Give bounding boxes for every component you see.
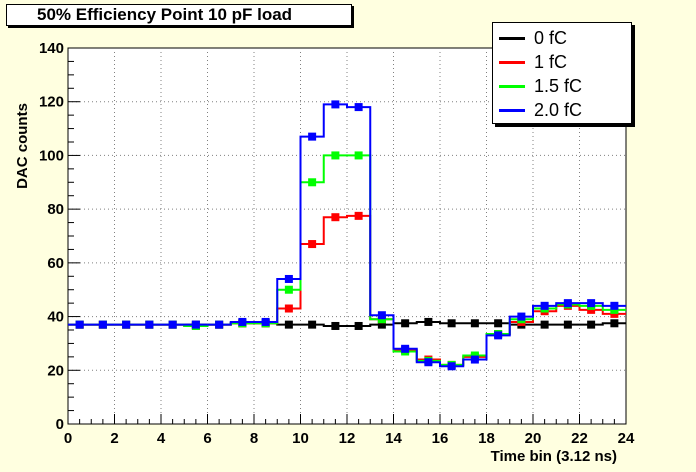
data-point <box>168 320 177 329</box>
data-point <box>587 299 596 308</box>
legend-item-2fc: 2.0 fC <box>493 98 631 122</box>
data-point <box>238 317 247 326</box>
data-point <box>98 320 107 329</box>
data-point <box>308 132 317 141</box>
data-point <box>354 211 363 220</box>
x-tick-label: 24 <box>618 430 635 447</box>
data-point <box>284 285 293 294</box>
data-point <box>610 301 619 310</box>
data-point <box>610 319 619 328</box>
legend-swatch-2fc <box>499 108 525 112</box>
x-tick-label: 16 <box>432 430 449 447</box>
data-point <box>377 315 386 324</box>
data-point <box>401 344 410 353</box>
legend-label-1-5fc: 1.5 fC <box>534 75 583 96</box>
data-point <box>191 320 200 329</box>
data-point <box>587 320 596 329</box>
data-point <box>610 305 619 314</box>
data-point <box>354 321 363 330</box>
x-tick-label: 0 <box>64 430 72 447</box>
data-point <box>331 151 340 160</box>
data-point <box>308 320 317 329</box>
x-axis-title: Time bin (3.12 ns) <box>491 448 617 465</box>
data-point <box>401 319 410 328</box>
data-point <box>563 320 572 329</box>
x-tick-label: 10 <box>292 430 309 447</box>
data-point <box>284 304 293 313</box>
y-tick-label: 40 <box>47 309 64 326</box>
legend-item-1-5fc: 1.5 fC <box>493 74 631 98</box>
data-point <box>75 320 84 329</box>
data-point <box>494 319 503 328</box>
y-tick-label: 100 <box>39 147 64 164</box>
data-point <box>447 362 456 371</box>
chart-title: 50% Efficiency Point 10 pF load <box>6 4 352 26</box>
data-point <box>470 319 479 328</box>
data-point <box>424 317 433 326</box>
legend-label-1fc: 1 fC <box>534 51 568 72</box>
y-axis-title: DAC counts <box>14 103 31 189</box>
data-point <box>517 312 526 321</box>
y-tick-label: 60 <box>47 255 64 272</box>
data-point <box>308 178 317 187</box>
data-point <box>563 299 572 308</box>
data-point <box>331 213 340 222</box>
data-point <box>122 320 131 329</box>
data-point <box>424 358 433 367</box>
y-tick-label: 20 <box>47 362 64 379</box>
y-tick-label: 0 <box>56 416 64 433</box>
x-tick-label: 12 <box>339 430 356 447</box>
data-point <box>354 151 363 160</box>
data-point <box>331 100 340 109</box>
data-point <box>261 317 270 326</box>
data-point <box>377 311 386 320</box>
x-tick-label: 22 <box>571 430 588 447</box>
legend-swatch-0fc <box>499 36 525 40</box>
data-point <box>308 240 317 249</box>
data-point <box>284 274 293 283</box>
data-point <box>331 321 340 330</box>
grid-lines <box>68 48 626 424</box>
data-point <box>215 320 224 329</box>
y-tick-label: 80 <box>47 201 64 218</box>
x-tick-label: 6 <box>203 430 211 447</box>
data-point <box>540 301 549 310</box>
legend: 0 fC 1 fC 1.5 fC 2.0 fC <box>492 22 632 124</box>
data-point <box>447 319 456 328</box>
data-point <box>354 103 363 112</box>
x-tick-label: 2 <box>110 430 118 447</box>
x-tick-label: 8 <box>250 430 258 447</box>
y-tick-label: 120 <box>39 94 64 111</box>
x-tick-label: 4 <box>157 430 166 447</box>
series-layer <box>68 100 626 371</box>
legend-item-1fc: 1 fC <box>493 50 631 74</box>
series-3 <box>68 100 626 371</box>
data-point <box>145 320 154 329</box>
legend-item-0fc: 0 fC <box>493 26 631 50</box>
y-tick-label: 140 <box>39 40 64 57</box>
data-point <box>587 305 596 314</box>
data-point <box>377 320 386 329</box>
data-point <box>284 320 293 329</box>
data-point <box>470 351 479 360</box>
legend-label-2fc: 2.0 fC <box>534 99 583 120</box>
x-tick-label: 14 <box>385 430 402 447</box>
legend-swatch-1-5fc <box>499 84 525 88</box>
data-point <box>540 320 549 329</box>
legend-label-0fc: 0 fC <box>534 27 568 48</box>
x-tick-label: 18 <box>478 430 495 447</box>
data-point <box>470 355 479 364</box>
x-tick-label: 20 <box>525 430 542 447</box>
legend-swatch-1fc <box>499 60 525 64</box>
data-point <box>494 331 503 340</box>
data-point <box>610 309 619 318</box>
